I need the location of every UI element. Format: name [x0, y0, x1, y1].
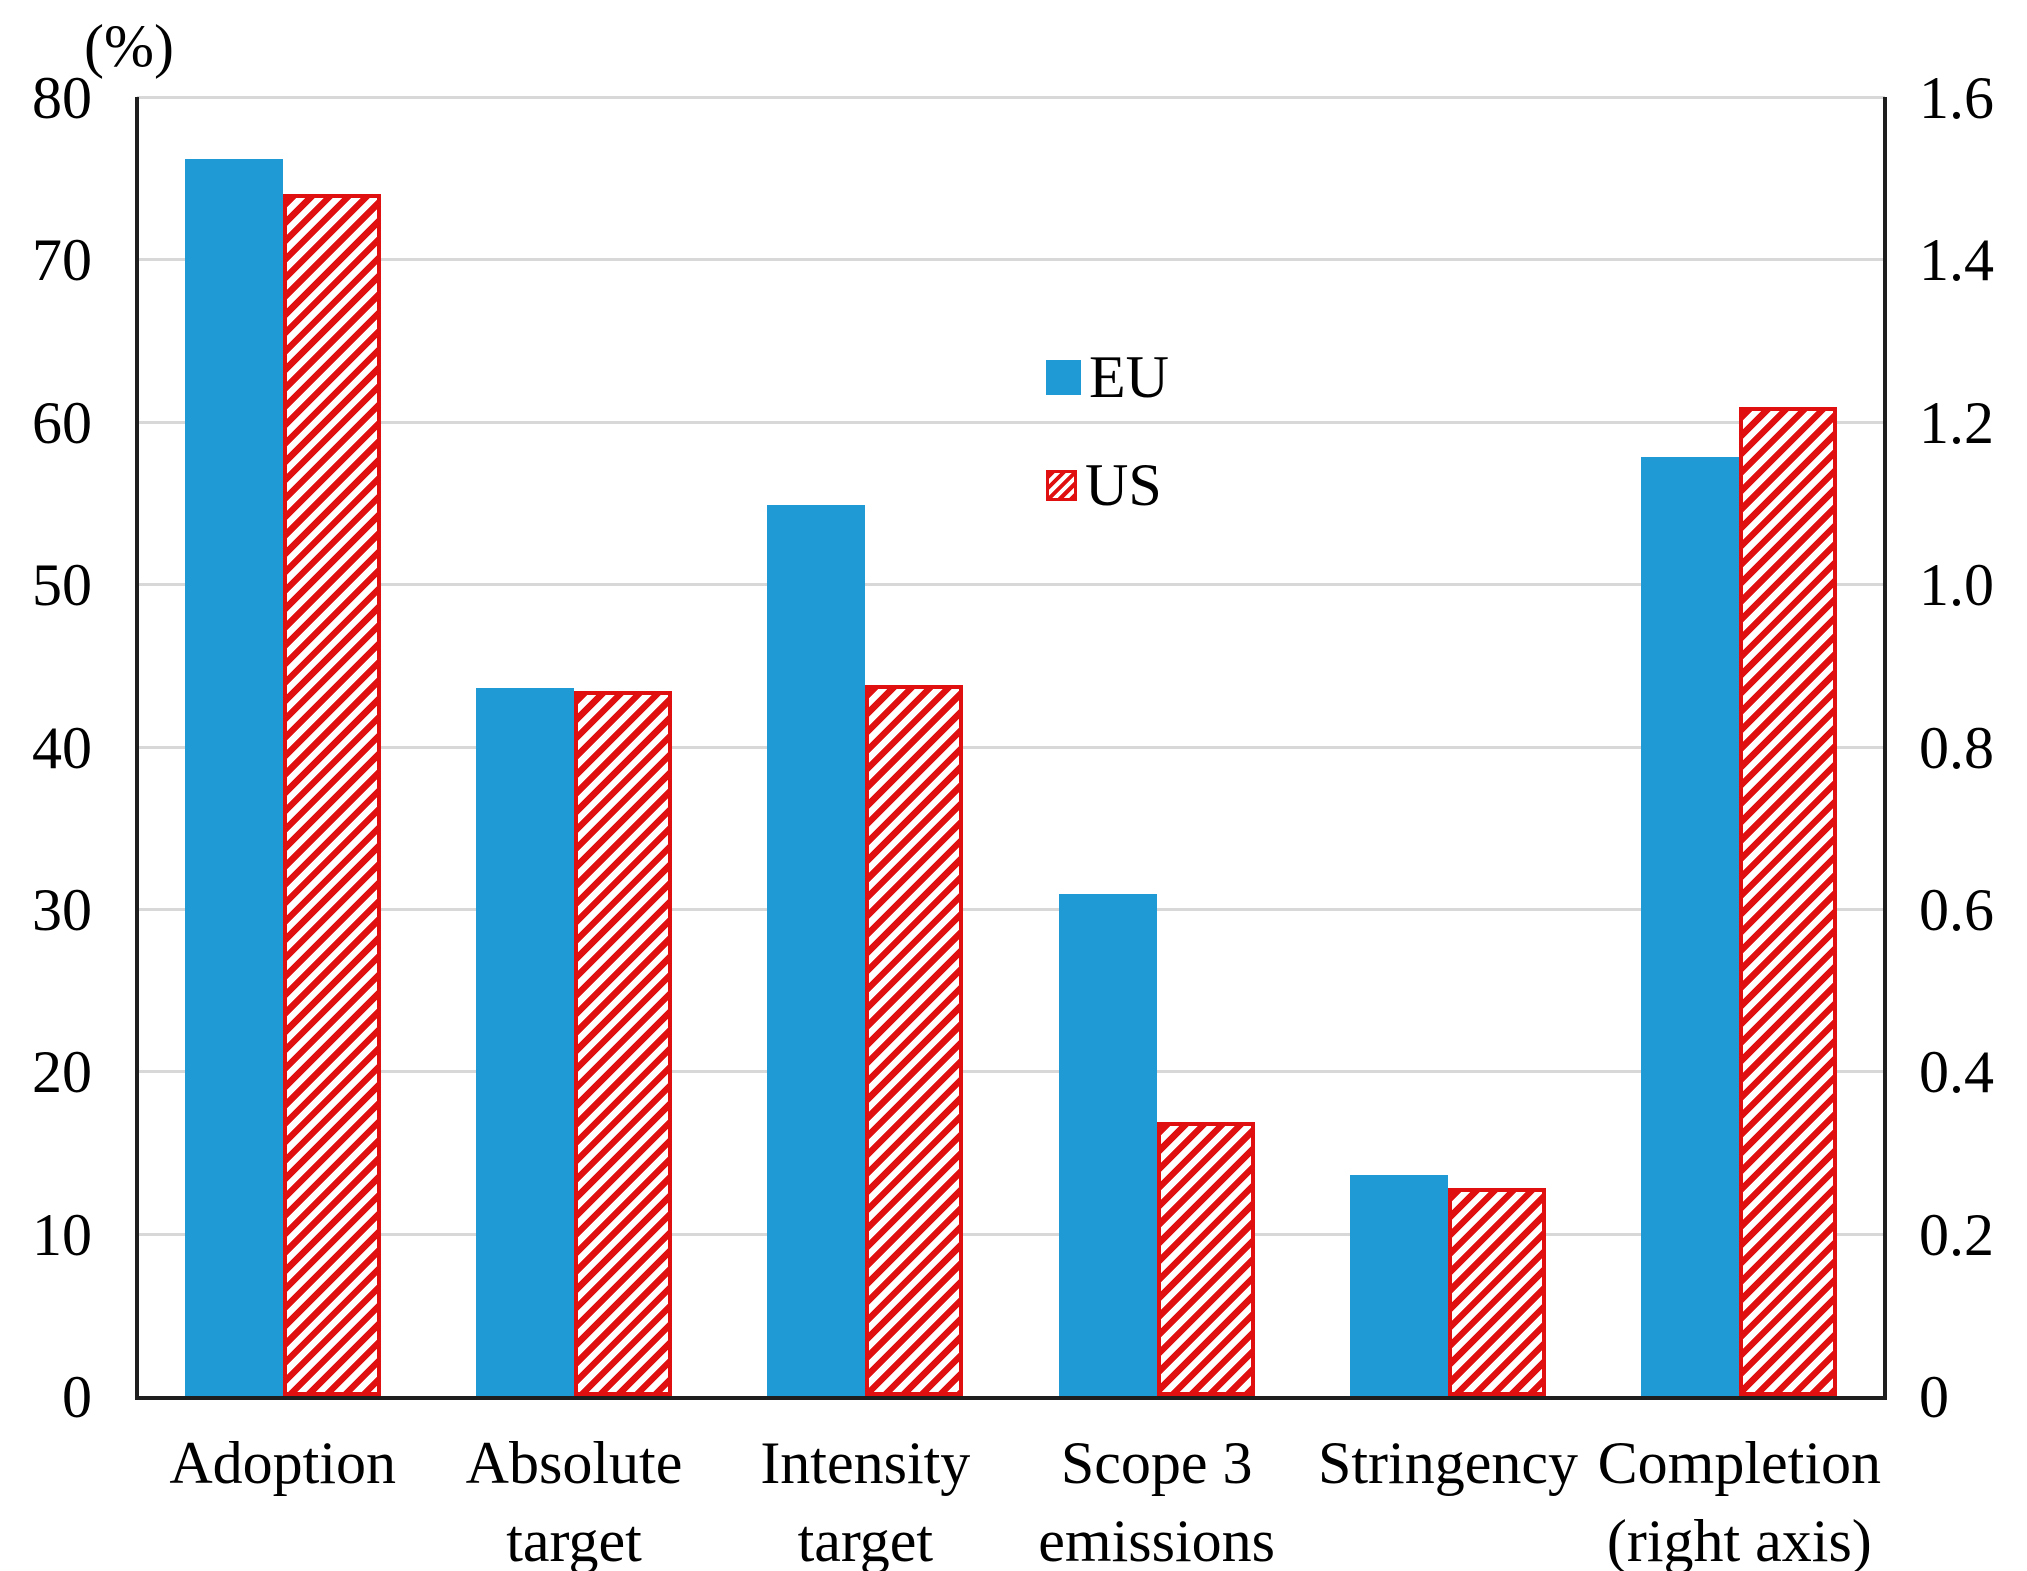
gridline-50: [137, 583, 1885, 587]
right-tick-1.0: 1.0: [1919, 552, 1994, 619]
right-axis-line: [1883, 97, 1887, 1400]
bar-us-stringency: [1448, 1188, 1546, 1396]
right-tick-0.4: 0.4: [1919, 1039, 1994, 1106]
right-tick-0.8: 0.8: [1919, 714, 1994, 781]
category-label-stringency: Stringency: [1318, 1430, 1578, 1496]
bar-eu-stringency: [1350, 1175, 1448, 1396]
legend-swatch-eu: [1046, 359, 1081, 395]
bar-us-intensity-target: [865, 684, 964, 1396]
category-label-completion-right-axis: Completion (right axis): [1597, 1430, 1881, 1571]
right-tick-1.2: 1.2: [1919, 389, 1994, 456]
gridline-10: [137, 1232, 1885, 1236]
gridline-20: [137, 1070, 1885, 1074]
gridline-30: [137, 907, 1885, 911]
bottom-axis-line: [135, 1396, 1887, 1400]
gridline-80: [137, 96, 1885, 99]
bar-us-scope-3-emissions: [1156, 1121, 1255, 1396]
left-tick-70: 70: [32, 227, 92, 294]
right-tick-0.2: 0.2: [1919, 1201, 1994, 1268]
legend-item-eu: EU: [1046, 346, 1169, 408]
bar-us-adoption: [282, 194, 381, 1396]
legend-item-us: US: [1046, 454, 1169, 516]
left-tick-10: 10: [32, 1201, 92, 1268]
left-axis-line: [135, 97, 139, 1400]
right-tick-0.6: 0.6: [1919, 876, 1994, 943]
bar-eu-scope-3-emissions: [1058, 894, 1157, 1396]
right-tick-1.4: 1.4: [1919, 227, 1994, 294]
left-tick-60: 60: [32, 389, 92, 456]
category-label-scope-3-emissions: Scope 3 emissions: [1038, 1430, 1275, 1571]
bar-eu-completion-right-axis: [1641, 457, 1740, 1396]
bar-us-absolute-target: [574, 691, 672, 1396]
gridline-70: [137, 258, 1885, 262]
gridline-40: [137, 745, 1885, 749]
bar-eu-absolute-target: [476, 688, 574, 1396]
legend-swatch-us: [1046, 469, 1077, 501]
left-tick-0: 0: [62, 1364, 92, 1430]
legend-label-us: US: [1085, 452, 1162, 518]
legend-label-eu: EU: [1089, 344, 1169, 410]
bar-eu-adoption: [184, 158, 283, 1396]
left-tick-40: 40: [32, 714, 92, 781]
legend: EU US: [1046, 346, 1169, 516]
left-tick-50: 50: [32, 552, 92, 619]
left-tick-80: 80: [32, 65, 92, 131]
bar-us-completion-right-axis: [1739, 407, 1838, 1396]
left-tick-20: 20: [32, 1039, 92, 1106]
category-label-intensity-target: Intensity target: [760, 1430, 971, 1571]
category-label-adoption: Adoption: [169, 1430, 396, 1496]
gridline-60: [137, 420, 1885, 424]
category-label-absolute-target: Absolute target: [465, 1430, 683, 1571]
bar-eu-intensity-target: [767, 504, 866, 1396]
right-tick-0: 0: [1919, 1364, 1949, 1430]
left-tick-30: 30: [32, 876, 92, 943]
right-tick-1.6: 1.6: [1919, 65, 1994, 131]
left-axis-unit-label: (%): [84, 13, 174, 79]
